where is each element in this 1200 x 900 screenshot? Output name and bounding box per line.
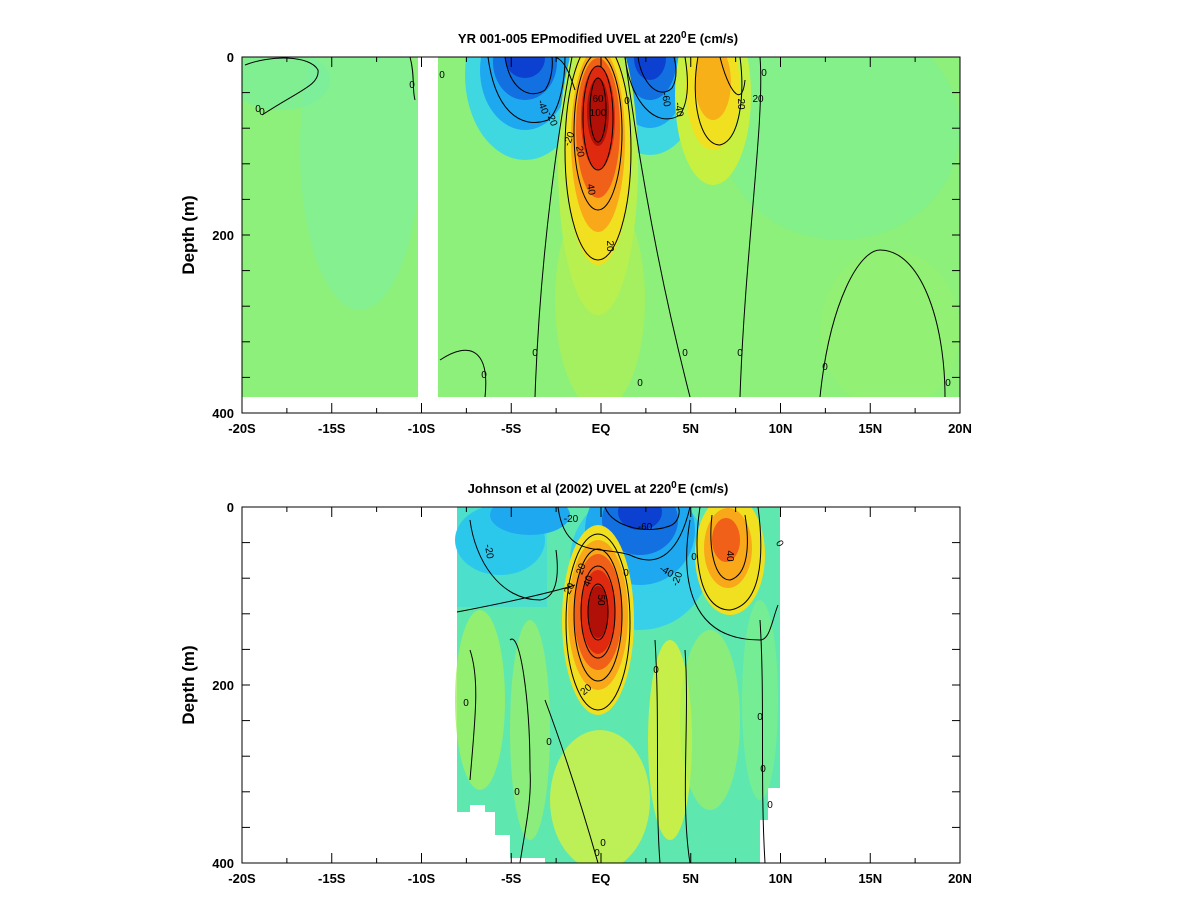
contour-label: 0 — [773, 539, 786, 550]
contour-label: 50 — [595, 594, 606, 606]
y-tick-label: 0 — [227, 500, 234, 515]
contour-label: -20 — [670, 570, 685, 588]
x-tick-label: -15S — [318, 421, 346, 436]
panel-observations: Johnson et al (2002) UVEL at 2200E (cm/s… — [179, 480, 972, 886]
x-tick-label: 15N — [858, 871, 882, 886]
contour-label: 0 — [439, 70, 445, 81]
contour-label: 20 — [735, 98, 746, 110]
heatmap-field — [242, 57, 960, 413]
contour-label: 0 — [623, 568, 629, 579]
x-tick-label: EQ — [592, 871, 611, 886]
contour-label: 40 — [582, 574, 596, 589]
contour-label: 100 — [590, 108, 607, 119]
contour-label: 0 — [409, 80, 415, 91]
panel-model: YR 001-005 EPmodified UVEL at 2200E (cm/… — [179, 30, 972, 436]
contour-label: 0 — [767, 800, 773, 811]
contour-label: -40 — [535, 98, 550, 116]
y-tick-label: 200 — [212, 228, 234, 243]
contour-label: 0 — [637, 378, 643, 389]
contour-label: 0 — [600, 838, 606, 849]
contour-label: -20 — [544, 110, 559, 128]
x-tick-label: -5S — [501, 871, 522, 886]
contour-label: -60 — [638, 522, 653, 533]
contour-label: 0 — [624, 96, 630, 107]
contour-label: -20 — [482, 543, 495, 560]
contour-label: 0 — [760, 764, 766, 775]
x-tick-label: 20N — [948, 421, 972, 436]
contour-label: 40 — [724, 550, 735, 562]
contour-label: -20 — [562, 130, 577, 148]
y-tick-label: 200 — [212, 678, 234, 693]
x-tick-label: 10N — [769, 871, 793, 886]
x-tick-label: 5N — [682, 421, 699, 436]
x-tick-label: -10S — [408, 871, 436, 886]
x-tick-label: 5N — [682, 871, 699, 886]
contour-labels: 0 0 -40 -20 -20 60 100 20 40 20 -60 -40 … — [255, 68, 951, 389]
contour-lines — [244, 57, 946, 398]
y-tick-label: 400 — [212, 856, 234, 871]
contour-label: 0 — [532, 348, 538, 359]
contour-label: 0 — [761, 68, 767, 79]
contour-label: 60 — [592, 94, 604, 105]
x-tick-label: -20S — [228, 871, 256, 886]
x-tick-label: -5S — [501, 421, 522, 436]
y-tick-label: 0 — [227, 50, 234, 65]
contour-label: -40 — [672, 101, 685, 118]
contour-lines — [456, 507, 779, 863]
contour-label: 40 — [584, 183, 597, 196]
contour-label: 0 — [594, 848, 600, 859]
contour-label: 0 — [691, 552, 697, 563]
x-tick-label: 15N — [858, 421, 882, 436]
contour-label: 20 — [573, 145, 586, 158]
contour-label: 0 — [259, 107, 265, 118]
contour-label: 0 — [255, 104, 261, 115]
contour-label: 0 — [481, 370, 487, 381]
y-tick-label: 400 — [212, 406, 234, 421]
panel-title: YR 001-005 EPmodified UVEL at 2200E (cm/… — [458, 30, 738, 46]
contour-label: 20 — [575, 562, 589, 577]
x-tick-label: -10S — [408, 421, 436, 436]
contour-label: 0 — [514, 787, 520, 798]
contour-label: 0 — [757, 712, 763, 723]
contour-label: 0 — [682, 348, 688, 359]
contour-label: 0 — [546, 737, 552, 748]
x-tick-label: 10N — [769, 421, 793, 436]
contour-label: 20 — [604, 240, 615, 252]
x-tick-label: -15S — [318, 871, 346, 886]
y-axis-label: Depth (m) — [179, 195, 198, 274]
contour-label: 20 — [562, 581, 577, 597]
contour-label: 0 — [653, 665, 659, 676]
y-axis-label: Depth (m) — [179, 645, 198, 724]
x-tick-label: -20S — [228, 421, 256, 436]
contour-label: 0 — [822, 362, 828, 373]
contour-label: 0 — [945, 378, 951, 389]
contour-label: -20 — [564, 514, 579, 525]
contour-label: 20 — [752, 94, 764, 105]
contour-label: 0 — [737, 348, 743, 359]
contour-labels: -20 -60 -20 20 0 20 40 50 -40 -20 40 0 0… — [463, 514, 785, 859]
contour-label: -60 — [659, 91, 672, 108]
heatmap-field — [455, 507, 780, 863]
x-tick-label: EQ — [592, 421, 611, 436]
panel-title: Johnson et al (2002) UVEL at 2200E (cm/s… — [468, 480, 729, 496]
x-tick-label: 20N — [948, 871, 972, 886]
contour-label: 0 — [463, 698, 469, 709]
